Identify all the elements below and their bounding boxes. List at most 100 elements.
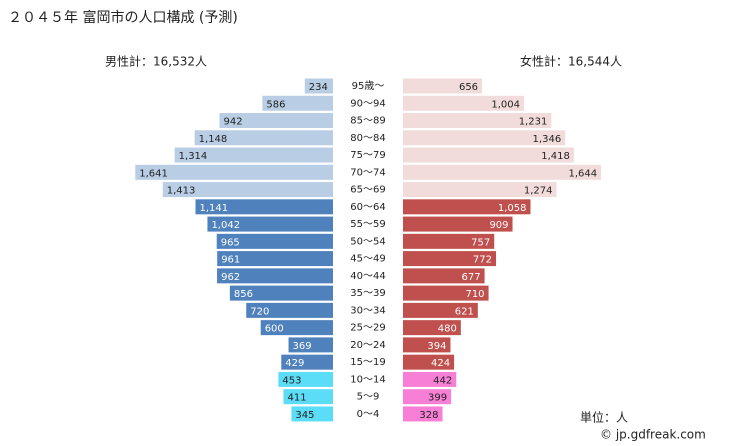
bar	[403, 251, 497, 267]
age-label: 30～34	[350, 305, 385, 316]
age-label: 70～74	[350, 167, 385, 178]
age-label: 65～69	[350, 185, 385, 196]
chart-title: ２０４５年 富岡市の人口構成 (予測)	[8, 9, 238, 26]
value-label: 965	[221, 237, 240, 248]
bar	[403, 113, 552, 129]
age-label: 10～14	[350, 374, 385, 385]
bar	[403, 337, 451, 353]
value-label: 962	[221, 272, 240, 283]
bar	[304, 78, 333, 94]
value-label: 1,004	[491, 99, 520, 110]
age-label: 85～89	[350, 116, 385, 127]
bar	[288, 337, 333, 353]
age-label: 55～59	[350, 219, 385, 230]
value-label: 757	[471, 237, 490, 248]
age-label: 40～44	[350, 271, 385, 282]
value-label: 656	[459, 82, 478, 93]
value-label: 234	[309, 82, 328, 93]
value-label: 369	[293, 341, 312, 352]
value-label: 442	[433, 375, 452, 386]
bar	[403, 371, 457, 387]
bar	[403, 233, 495, 249]
bar	[162, 182, 333, 198]
age-label: 45～49	[350, 254, 385, 265]
age-label: 5～9	[357, 392, 380, 403]
value-label: 1,346	[533, 134, 562, 145]
value-label: 1,644	[568, 168, 597, 179]
bar	[216, 233, 333, 249]
value-label: 1,314	[179, 151, 208, 162]
bar	[195, 199, 333, 215]
value-label: 1,274	[524, 186, 553, 197]
bar	[403, 182, 557, 198]
bar	[217, 268, 333, 284]
bar	[403, 95, 524, 111]
bar	[403, 78, 483, 94]
value-label: 394	[427, 341, 446, 352]
value-label: 1,141	[200, 203, 229, 214]
value-label: 677	[461, 272, 480, 283]
age-label: 75～79	[350, 150, 385, 161]
age-label: 15～19	[350, 357, 385, 368]
bar	[135, 164, 333, 180]
female-total: 女性計：16,544人	[520, 54, 622, 69]
value-label: 1,058	[498, 203, 527, 214]
bar	[403, 147, 574, 163]
value-label: 1,418	[541, 151, 570, 162]
bar	[403, 406, 443, 422]
unit: 単位：人	[580, 410, 628, 425]
age-label: 35～39	[350, 288, 385, 299]
bar	[403, 199, 531, 215]
credit: © jp.gdfreak.com	[600, 428, 706, 442]
age-label: 50～54	[350, 236, 385, 247]
value-label: 480	[438, 324, 457, 335]
value-label: 856	[234, 289, 253, 300]
age-label: 0～4	[357, 409, 380, 420]
bar	[403, 389, 452, 405]
value-label: 586	[266, 99, 285, 110]
bar	[403, 268, 485, 284]
value-label: 909	[489, 220, 508, 231]
bar	[403, 302, 478, 318]
bar	[281, 354, 333, 370]
value-label: 720	[250, 306, 269, 317]
value-label: 621	[455, 306, 474, 317]
bar	[229, 285, 333, 301]
age-label: 90～94	[350, 98, 385, 109]
age-label: 95歳～	[352, 80, 385, 92]
bar	[217, 251, 333, 267]
bar	[278, 371, 333, 387]
bar	[262, 95, 333, 111]
bar	[207, 216, 333, 232]
value-label: 399	[428, 393, 447, 404]
bar	[283, 389, 333, 405]
value-label: 772	[473, 255, 492, 266]
male-total: 男性計：16,532人	[105, 54, 207, 69]
bar	[403, 320, 461, 336]
value-label: 1,231	[519, 117, 548, 128]
age-label: 25～29	[350, 323, 385, 334]
value-label: 710	[465, 289, 484, 300]
value-label: 1,042	[211, 220, 240, 231]
bar	[403, 354, 455, 370]
value-label: 1,148	[199, 134, 228, 145]
age-label: 20～24	[350, 340, 385, 351]
value-label: 429	[285, 358, 304, 369]
value-label: 453	[282, 375, 301, 386]
value-label: 1,641	[139, 168, 168, 179]
value-label: 600	[265, 324, 284, 335]
bar	[260, 320, 333, 336]
age-label: 80～84	[350, 133, 385, 144]
bar	[403, 216, 513, 232]
bar	[403, 285, 489, 301]
bar	[194, 130, 333, 146]
bar	[174, 147, 333, 163]
bar	[403, 164, 602, 180]
value-label: 345	[295, 410, 314, 421]
value-label: 328	[419, 410, 438, 421]
value-label: 961	[221, 255, 240, 266]
bar	[403, 130, 566, 146]
value-label: 411	[287, 393, 306, 404]
age-label: 60～64	[350, 202, 385, 213]
